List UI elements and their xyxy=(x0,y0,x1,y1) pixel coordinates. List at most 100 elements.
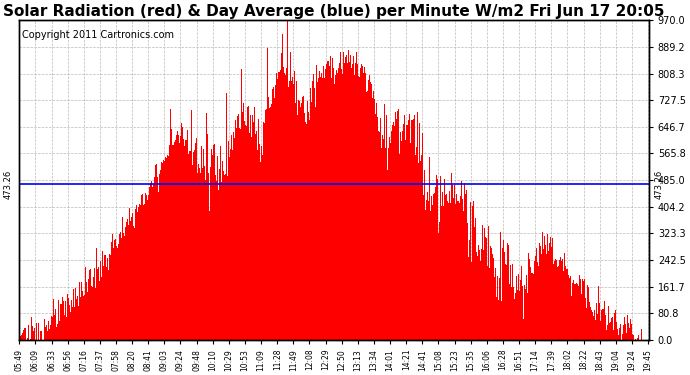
Bar xyxy=(56,298,57,340)
Bar xyxy=(81,282,82,340)
Bar xyxy=(461,181,462,340)
Bar xyxy=(207,134,208,340)
Bar xyxy=(33,331,34,340)
Bar xyxy=(347,63,348,340)
Bar xyxy=(262,156,263,340)
Bar xyxy=(471,262,472,340)
Bar xyxy=(52,320,54,340)
Bar xyxy=(512,264,513,340)
Bar xyxy=(250,130,251,340)
Bar xyxy=(505,264,506,340)
Bar xyxy=(531,273,532,340)
Bar xyxy=(571,296,572,340)
Bar xyxy=(502,266,503,340)
Bar xyxy=(405,123,406,340)
Bar xyxy=(54,299,55,340)
Bar xyxy=(57,324,58,340)
Bar xyxy=(435,182,436,340)
Bar xyxy=(178,135,179,340)
Bar xyxy=(547,234,548,340)
Bar xyxy=(409,114,410,340)
Bar xyxy=(605,315,606,340)
Bar xyxy=(362,66,363,340)
Bar xyxy=(566,269,567,340)
Bar xyxy=(40,331,41,340)
Bar xyxy=(106,267,107,340)
Bar xyxy=(574,284,575,340)
Bar xyxy=(303,96,304,340)
Bar xyxy=(510,266,511,340)
Bar xyxy=(604,301,605,340)
Bar xyxy=(500,232,501,340)
Bar xyxy=(267,48,268,340)
Bar xyxy=(518,274,519,340)
Bar xyxy=(174,142,175,340)
Bar xyxy=(82,291,83,340)
Bar xyxy=(301,104,302,340)
Bar xyxy=(346,54,347,340)
Bar xyxy=(268,120,269,340)
Bar xyxy=(485,237,486,340)
Bar xyxy=(577,284,578,340)
Bar xyxy=(445,195,446,340)
Bar xyxy=(243,103,244,340)
Bar xyxy=(43,333,44,340)
Bar xyxy=(443,206,444,340)
Bar xyxy=(316,65,317,340)
Bar xyxy=(394,126,395,340)
Bar xyxy=(467,222,468,340)
Bar xyxy=(136,205,137,340)
Bar xyxy=(112,234,113,340)
Bar xyxy=(617,329,618,340)
Bar xyxy=(156,164,157,340)
Bar xyxy=(27,338,28,340)
Bar xyxy=(195,142,196,340)
Bar xyxy=(389,137,390,340)
Bar xyxy=(51,316,52,340)
Bar xyxy=(403,124,404,340)
Bar xyxy=(228,141,229,340)
Bar xyxy=(72,307,73,340)
Bar xyxy=(562,276,564,340)
Bar xyxy=(160,170,161,340)
Bar xyxy=(450,203,451,340)
Bar xyxy=(492,254,493,340)
Bar xyxy=(103,267,104,340)
Bar xyxy=(626,333,627,340)
Text: Copyright 2011 Cartronics.com: Copyright 2011 Cartronics.com xyxy=(21,30,174,40)
Bar xyxy=(582,279,583,340)
Bar xyxy=(570,276,571,340)
Bar xyxy=(64,315,65,340)
Bar xyxy=(127,219,128,340)
Bar xyxy=(278,72,279,340)
Bar xyxy=(533,274,534,340)
Bar xyxy=(437,179,438,340)
Bar xyxy=(157,177,158,340)
Bar xyxy=(266,110,267,340)
Bar xyxy=(489,268,490,340)
Bar xyxy=(163,163,164,340)
Bar xyxy=(593,324,594,340)
Bar xyxy=(67,294,68,340)
Bar xyxy=(444,217,445,340)
Bar xyxy=(423,195,424,340)
Bar xyxy=(31,317,32,340)
Bar xyxy=(428,157,430,340)
Bar xyxy=(595,303,597,340)
Bar xyxy=(264,123,265,340)
Bar xyxy=(204,166,205,340)
Bar xyxy=(541,254,542,340)
Bar xyxy=(290,52,291,340)
Bar xyxy=(333,68,334,340)
Bar xyxy=(551,247,552,340)
Bar xyxy=(554,261,555,340)
Bar xyxy=(470,202,471,340)
Bar xyxy=(150,172,151,340)
Bar xyxy=(460,196,461,340)
Bar xyxy=(606,314,607,340)
Bar xyxy=(552,238,553,340)
Bar xyxy=(141,195,142,340)
Bar xyxy=(239,128,240,340)
Bar xyxy=(395,130,397,340)
Bar xyxy=(442,192,443,340)
